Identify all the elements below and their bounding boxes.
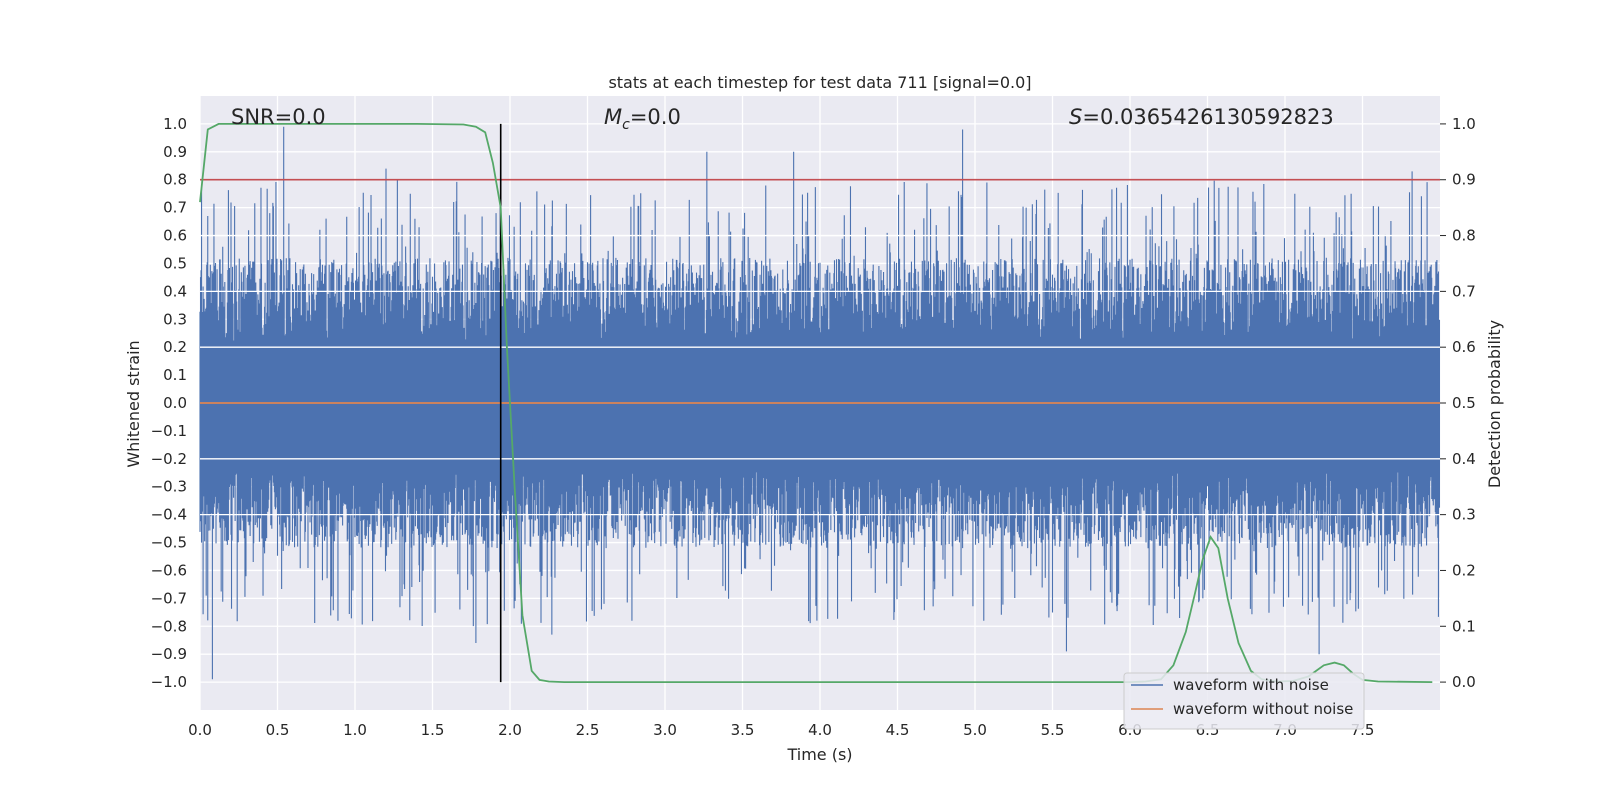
y2-axis-ticks: 1.0 0.9 0.8 0.7 0.6 0.5 0.4 0.3 0.2 0.1 0.0 (1440, 115, 1476, 691)
x-tick-label: 0.5 (266, 721, 290, 739)
y2-tick-label: 0.7 (1452, 282, 1476, 300)
x-tick-label: 5.5 (1041, 721, 1065, 739)
y-tick-label: −0.8 (151, 617, 187, 635)
annotation-s: S=0.0365426130592823 (1069, 105, 1334, 129)
y2-tick-label: 0.5 (1452, 394, 1476, 412)
y-tick-label: 1.0 (163, 115, 187, 133)
y-tick-label: −0.3 (151, 478, 187, 496)
y-tick-label: 0.0 (163, 394, 187, 412)
y-tick-label: 0.5 (163, 254, 187, 272)
y-tick-label: 0.9 (163, 143, 187, 161)
y2-tick-label: 0.0 (1452, 673, 1476, 691)
y-tick-label: −0.5 (151, 534, 187, 552)
y-tick-label: 0.6 (163, 227, 187, 245)
series-waveform-with-noise (199, 126, 1441, 680)
x-tick-label: 3.5 (731, 721, 755, 739)
overlay (199, 123, 1440, 683)
annotation-mc-value: =0.0 (630, 105, 681, 129)
y-tick-label: 0.4 (163, 282, 187, 300)
y-tick-label: −0.9 (151, 645, 187, 663)
y-tick-label: −0.2 (151, 450, 187, 468)
y-tick-label: −0.4 (151, 506, 187, 524)
y-tick-label: 0.1 (163, 366, 187, 384)
y2-tick-label: 0.3 (1452, 506, 1476, 524)
y-tick-label: 0.7 (163, 199, 187, 217)
x-tick-label: 4.0 (808, 721, 832, 739)
annotation-snr: SNR=0.0 (231, 105, 326, 129)
y2-tick-label: 0.8 (1452, 227, 1476, 245)
x-tick-label: 0.0 (188, 721, 212, 739)
annotation-mc-subscript: c (622, 117, 630, 133)
x-axis-label: Time (s) (786, 745, 852, 764)
y-axis-ticks: 1.0 0.9 0.8 0.7 0.6 0.5 0.4 0.3 0.2 0.1 0.0 −0.1 −0.… (151, 115, 187, 691)
y2-tick-label: 0.2 (1452, 561, 1476, 579)
x-tick-label: 2.0 (498, 721, 522, 739)
y-tick-label: 0.8 (163, 171, 187, 189)
annotation-mc-symbol: M (604, 105, 622, 129)
x-tick-label: 1.5 (421, 721, 445, 739)
x-tick-label: 3.0 (653, 721, 677, 739)
y2-tick-label: 0.6 (1452, 338, 1476, 356)
y-tick-label: −0.6 (151, 561, 187, 579)
x-tick-label: 4.5 (886, 721, 910, 739)
x-tick-label: 1.0 (343, 721, 367, 739)
y2-tick-label: 0.9 (1452, 171, 1476, 189)
annotation-s-value: =0.0365426130592823 (1082, 105, 1333, 129)
y-tick-label: 0.2 (163, 338, 187, 356)
waveform-with-noise-line (199, 126, 1441, 680)
y-tick-label: −1.0 (151, 673, 187, 691)
annotation-mc: Mc=0.0 (604, 105, 681, 133)
y-tick-label: −0.7 (151, 589, 187, 607)
y2-tick-label: 0.1 (1452, 617, 1476, 635)
annotation-s-symbol: S (1069, 105, 1082, 129)
y-tick-label: −0.1 (151, 422, 187, 440)
legend: waveform with noise waveform without noi… (1123, 672, 1365, 730)
y2-tick-label: 1.0 (1452, 115, 1476, 133)
x-tick-label: 2.5 (576, 721, 600, 739)
legend-label-clean: waveform without noise (1173, 700, 1353, 718)
legend-label-noise: waveform with noise (1173, 676, 1329, 694)
y2-axis-label: Detection probability (1485, 320, 1504, 488)
y-tick-label: 0.3 (163, 310, 187, 328)
chart-title: stats at each timestep for test data 711… (608, 73, 1031, 92)
y-axis-label: Whitened strain (124, 340, 143, 467)
y2-tick-label: 0.4 (1452, 450, 1476, 468)
x-tick-label: 5.0 (963, 721, 987, 739)
legend-box (1123, 672, 1365, 730)
